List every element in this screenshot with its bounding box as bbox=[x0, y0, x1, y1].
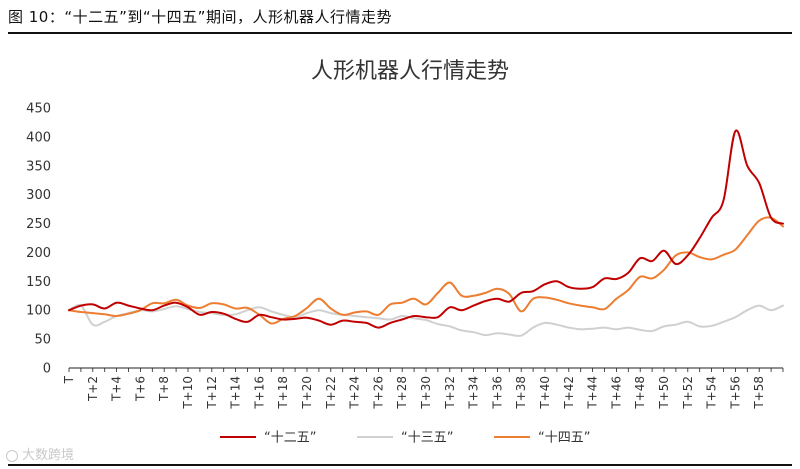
series-line-13th-five-year bbox=[68, 304, 784, 337]
x-tick-label: T+34 bbox=[467, 376, 481, 410]
x-tick-label: T+46 bbox=[609, 376, 623, 410]
legend: “十二五” “十三五” “十四五” bbox=[220, 431, 590, 446]
y-tick-label: 250 bbox=[26, 217, 51, 232]
x-tick-label: T+6 bbox=[133, 376, 147, 402]
series-lines bbox=[68, 129, 784, 337]
x-tick-label: T+36 bbox=[490, 376, 504, 410]
x-tick-label: T+58 bbox=[752, 376, 766, 410]
x-tick-label: T+8 bbox=[157, 376, 171, 402]
x-tick-label: T+24 bbox=[348, 376, 362, 410]
x-tick-label: T+38 bbox=[514, 376, 528, 410]
y-tick-label: 50 bbox=[34, 333, 51, 348]
x-tick-label: T+14 bbox=[229, 376, 243, 410]
y-tick-label: 300 bbox=[26, 188, 51, 203]
y-axis-labels: 0 50 100 150 200 250 300 350 400 450 bbox=[26, 102, 51, 377]
legend-item-13th-five-year-label: “十三五” bbox=[401, 431, 453, 446]
y-tick-label: 400 bbox=[26, 130, 51, 145]
x-tick-label: T+30 bbox=[419, 376, 433, 410]
y-tick-label: 150 bbox=[26, 275, 51, 290]
x-tick-label: T+32 bbox=[443, 376, 457, 410]
x-tick-label: T+20 bbox=[300, 376, 314, 410]
legend-item-14th-five-year-label: “十四五” bbox=[538, 431, 590, 446]
figure-caption: 图 10：“十二五”到“十四五”期间，人形机器人行情走势 bbox=[8, 8, 392, 26]
x-tick-label: T+26 bbox=[371, 376, 385, 410]
x-tick-label: T+48 bbox=[633, 376, 647, 410]
x-tick-label: T bbox=[62, 375, 76, 384]
top-rule bbox=[8, 32, 792, 34]
x-tick-label: T+10 bbox=[181, 376, 195, 410]
x-tick-label: T+4 bbox=[110, 376, 124, 402]
x-tick-label: T+52 bbox=[681, 376, 695, 410]
bottom-rule bbox=[8, 464, 792, 466]
x-tick-label: T+40 bbox=[538, 376, 552, 410]
series-line-12th-five-year bbox=[68, 129, 784, 329]
x-tick-label: T+2 bbox=[86, 376, 100, 402]
x-tick-label: T+54 bbox=[705, 376, 719, 410]
x-tick-label: T+18 bbox=[276, 376, 290, 410]
y-tick-label: 100 bbox=[26, 304, 51, 319]
legend-item-12th-five-year-label: “十二五” bbox=[264, 431, 316, 446]
y-tick-label: 200 bbox=[26, 246, 51, 261]
x-axis: T T+2 T+4 T+6 T+8 T+10 T+12 T+14 T+16 T+18 T+20 T+2… bbox=[62, 367, 784, 410]
y-tick-label: 0 bbox=[43, 362, 51, 377]
x-tick-label: T+42 bbox=[562, 376, 576, 410]
x-tick-label: T+16 bbox=[252, 376, 266, 410]
x-tick-label: T+44 bbox=[586, 376, 600, 410]
x-tick-label: T+50 bbox=[657, 376, 671, 410]
watermark-text: 大数跨境 bbox=[22, 448, 75, 463]
x-tick-label: T+12 bbox=[205, 376, 219, 410]
x-tick-label: T+22 bbox=[324, 376, 338, 410]
y-tick-label: 450 bbox=[26, 102, 51, 117]
series-line-14th-five-year bbox=[68, 216, 784, 325]
x-tick-label: T+56 bbox=[728, 376, 742, 410]
y-tick-label: 350 bbox=[26, 159, 51, 174]
watermark-logo-icon bbox=[6, 449, 18, 462]
watermark: 大数跨境 bbox=[6, 444, 74, 463]
x-tick-label: T+28 bbox=[395, 376, 409, 410]
chart-title: 人形机器人行情走势 bbox=[311, 59, 509, 84]
